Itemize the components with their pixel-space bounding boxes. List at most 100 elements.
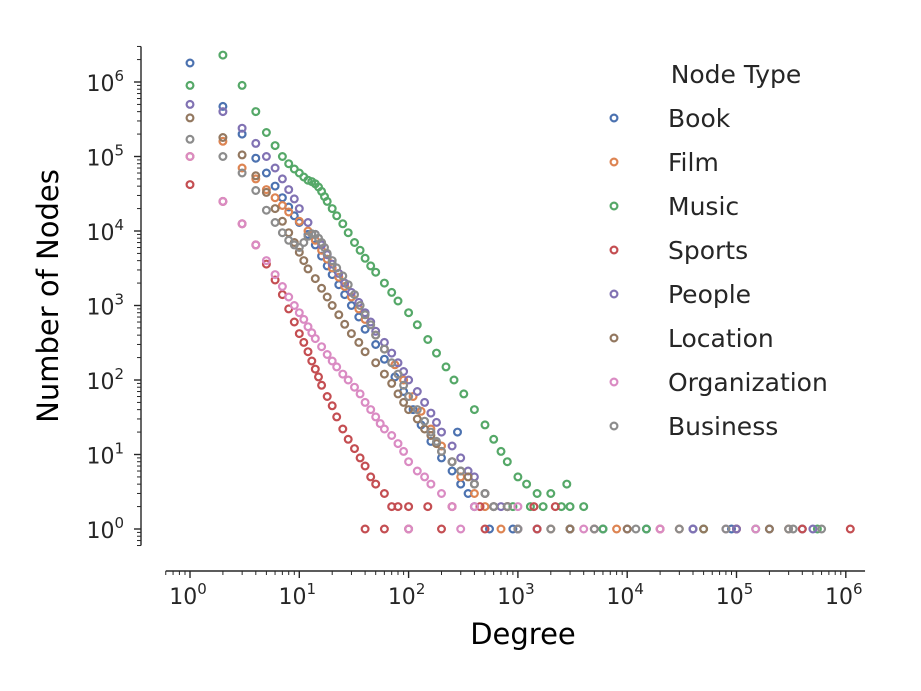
- data-point: [441, 362, 451, 372]
- data-point: [366, 472, 376, 482]
- data-point: [513, 502, 523, 512]
- data-point: [469, 502, 479, 512]
- data-point: [612, 524, 622, 534]
- data-point: [426, 479, 436, 489]
- legend-label-business: Business: [668, 412, 778, 441]
- data-point: [469, 405, 479, 415]
- data-point: [277, 174, 287, 184]
- data-point: [562, 479, 572, 489]
- data-point: [218, 136, 228, 146]
- data-point: [294, 329, 304, 339]
- data-point: [447, 466, 457, 476]
- data-point: [423, 502, 433, 512]
- data-point: [327, 401, 337, 411]
- data-point: [532, 489, 542, 499]
- data-point: [322, 392, 332, 402]
- data-point: [185, 152, 195, 162]
- data-point: [360, 524, 370, 534]
- data-point: [412, 387, 422, 397]
- data-point: [641, 524, 651, 534]
- data-point: [399, 446, 409, 456]
- data-point: [327, 256, 337, 266]
- data-point: [299, 256, 309, 266]
- data-point: [218, 196, 228, 206]
- data-point: [475, 502, 485, 512]
- legend-marker-location: [609, 333, 619, 343]
- plot-area: [185, 50, 855, 534]
- data-point: [327, 204, 337, 214]
- data-point: [185, 99, 195, 109]
- data-point: [270, 204, 280, 214]
- y-tick-label: 106: [86, 67, 124, 97]
- data-point: [289, 194, 299, 204]
- data-point: [360, 461, 370, 471]
- y-tick-label: 101: [86, 440, 124, 470]
- data-point: [185, 134, 195, 144]
- data-point: [532, 524, 542, 534]
- legend-label-sports: Sports: [668, 236, 748, 265]
- data-point: [393, 369, 403, 379]
- data-point: [284, 207, 294, 217]
- data-point: [303, 264, 313, 274]
- data-point: [277, 216, 287, 226]
- data-point: [294, 308, 304, 318]
- data-point: [251, 107, 261, 117]
- data-point: [343, 434, 353, 444]
- data-point: [299, 337, 309, 347]
- data-point: [294, 204, 304, 214]
- data-point: [508, 524, 518, 534]
- data-point: [456, 524, 466, 534]
- data-point: [332, 412, 342, 422]
- data-point: [404, 375, 414, 385]
- data-point: [565, 502, 575, 512]
- data-point: [797, 524, 807, 534]
- data-point: [404, 524, 414, 534]
- data-point: [185, 80, 195, 90]
- data-point: [404, 308, 414, 318]
- data-point: [371, 326, 381, 336]
- data-point: [251, 138, 261, 148]
- data-point: [270, 181, 280, 191]
- data-point: [218, 107, 228, 117]
- data-point: [343, 375, 353, 385]
- data-point: [480, 420, 490, 430]
- legend-label-film: Film: [668, 148, 719, 177]
- data-point: [307, 356, 317, 366]
- data-point: [447, 502, 457, 512]
- data-point: [322, 248, 332, 258]
- data-point: [314, 372, 324, 382]
- data-point: [379, 344, 389, 354]
- x-tick-label: 104: [606, 580, 644, 610]
- data-point: [294, 243, 304, 253]
- data-point: [284, 185, 294, 195]
- data-point: [371, 358, 381, 368]
- data-point: [360, 324, 370, 334]
- data-point: [332, 263, 342, 273]
- data-point: [317, 380, 327, 390]
- data-point: [721, 524, 731, 534]
- data-point: [525, 502, 535, 512]
- data-point: [299, 238, 309, 248]
- data-point: [277, 193, 287, 203]
- x-axis-title: Degree: [470, 617, 576, 651]
- data-point: [237, 163, 247, 173]
- data-point: [338, 271, 348, 281]
- data-point: [334, 310, 344, 320]
- data-point: [379, 354, 389, 364]
- data-point: [784, 524, 794, 534]
- data-point: [726, 524, 736, 534]
- data-point: [812, 524, 822, 534]
- data-point: [218, 101, 228, 111]
- legend-title: Node Type: [671, 60, 802, 89]
- data-point: [447, 441, 457, 451]
- legend-marker-book: [609, 113, 619, 123]
- series-business: [185, 134, 827, 534]
- data-point: [731, 524, 741, 534]
- data-point: [340, 319, 350, 329]
- data-point: [350, 444, 360, 454]
- legend-marker-sports: [609, 245, 619, 255]
- data-point: [237, 150, 247, 160]
- data-point: [788, 524, 798, 534]
- data-point: [251, 240, 261, 250]
- data-point: [393, 439, 403, 449]
